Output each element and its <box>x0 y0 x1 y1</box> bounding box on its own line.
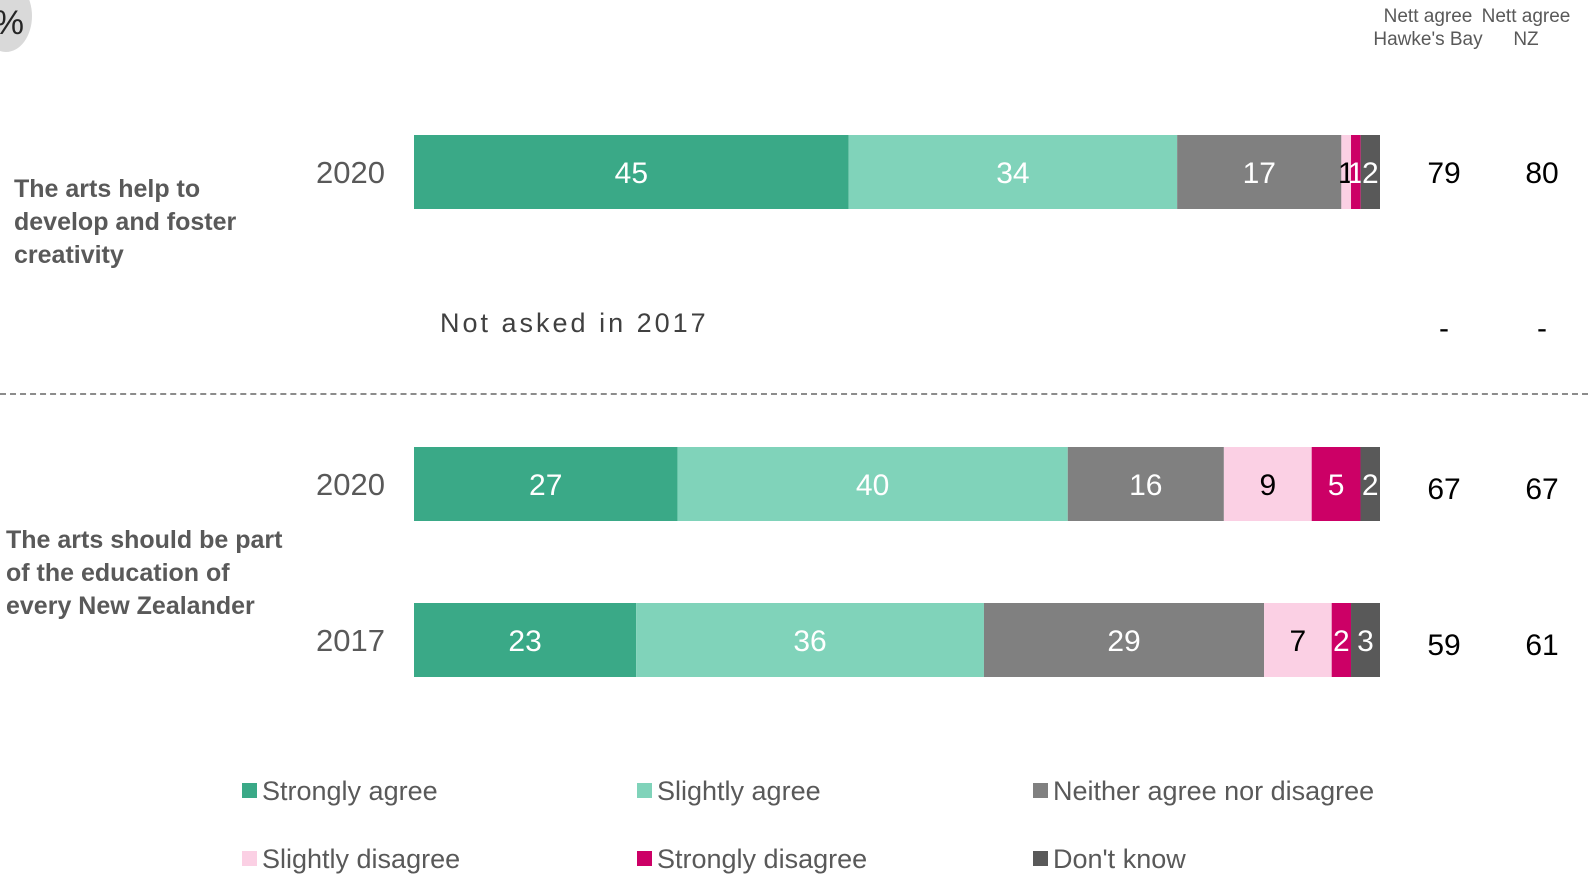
legend-item-slightly-disagree: Slightly disagree <box>242 844 460 875</box>
legend-swatch-don-t-know <box>1033 851 1048 866</box>
data-label-2020-don-t-know: 2 <box>1362 469 1379 502</box>
legend-item-strongly-disagree: Strongly disagree <box>637 844 867 875</box>
bar-2020-strongly-disagree <box>1311 447 1361 521</box>
data-label-2017-don-t-know: 3 <box>1357 625 1374 658</box>
data-label-2020-strongly-agree: 45 <box>615 157 648 190</box>
nett-nz-2020: 67 <box>1525 473 1558 506</box>
legend-swatch-slightly-disagree <box>242 851 257 866</box>
data-label-2020-neither-agree-nor-disagree: 16 <box>1129 469 1162 502</box>
statement-education: The arts should be part of the education… <box>6 526 283 620</box>
legend-label-neither-agree-nor-disagree: Neither agree nor disagree <box>1053 776 1375 806</box>
data-label-2020-strongly-disagree: 1 <box>1348 157 1365 190</box>
nett-nz-dash: - <box>1537 312 1547 345</box>
year-label-2020: 2020 <box>316 467 385 502</box>
legend-label-don-t-know: Don't know <box>1053 844 1186 874</box>
bar-2020-slightly-agree <box>848 135 1178 209</box>
percent-badge-label: % <box>0 4 24 43</box>
bar-2020-don-t-know <box>1360 447 1380 521</box>
bar-2020-strongly-agree <box>414 135 849 209</box>
data-label-2020-slightly-agree: 40 <box>856 469 889 502</box>
legend-swatch-strongly-disagree <box>637 851 652 866</box>
legend-item-don-t-know: Don't know <box>1033 844 1186 875</box>
bar-2020-strongly-agree <box>414 447 678 521</box>
data-label-2017-strongly-disagree: 2 <box>1333 625 1350 658</box>
bar-2017-strongly-agree <box>414 603 637 677</box>
data-label-2020-strongly-disagree: 5 <box>1328 469 1345 502</box>
legend-label-slightly-disagree: Slightly disagree <box>262 844 461 874</box>
bar-2017-slightly-agree <box>636 603 984 677</box>
percent-badge: % <box>0 0 32 52</box>
bar-2017-strongly-disagree <box>1331 603 1352 677</box>
nett-hb-dash: - <box>1439 312 1449 345</box>
data-label-2017-slightly-agree: 36 <box>793 625 826 658</box>
bar-2020-strongly-disagree <box>1351 135 1361 209</box>
legend-item-strongly-agree: Strongly agree <box>242 776 438 807</box>
data-label-2017-neither-agree-nor-disagree: 29 <box>1107 625 1140 658</box>
bar-2017-slightly-disagree <box>1264 603 1332 677</box>
legend-label-strongly-agree: Strongly agree <box>262 776 438 806</box>
legend-item-neither-agree-nor-disagree: Neither agree nor disagree <box>1033 776 1374 807</box>
bar-2017-don-t-know <box>1351 603 1380 677</box>
bar-2020-don-t-know <box>1360 135 1380 209</box>
legend-swatch-slightly-agree <box>637 783 652 798</box>
data-label-2017-slightly-disagree: 7 <box>1290 625 1307 658</box>
legend-label-slightly-agree: Slightly agree <box>657 776 821 806</box>
nett-hb-2020: 67 <box>1427 473 1460 506</box>
nett-nz-2017: 61 <box>1525 629 1558 662</box>
nett-hb-2017: 59 <box>1427 629 1460 662</box>
data-label-2020-slightly-disagree: 1 <box>1338 157 1355 190</box>
data-label-2020-strongly-agree: 27 <box>529 469 562 502</box>
data-label-2017-strongly-agree: 23 <box>508 625 541 658</box>
column-header-hawkes-bay: Nett agree Hawke's Bay <box>1373 6 1483 50</box>
data-label-2020-neither-agree-nor-disagree: 17 <box>1243 157 1276 190</box>
bar-2017-neither-agree-nor-disagree <box>983 603 1265 677</box>
bar-2020-slightly-disagree <box>1223 447 1312 521</box>
section-divider <box>0 393 1588 395</box>
nett-hb-2020: 79 <box>1427 157 1460 190</box>
bar-2020-slightly-agree <box>677 447 1068 521</box>
data-label-2020-slightly-agree: 34 <box>996 157 1029 190</box>
year-label-2017: 2017 <box>316 623 385 658</box>
data-label-2020-slightly-disagree: 9 <box>1259 469 1276 502</box>
bar-2020-slightly-disagree <box>1341 135 1352 209</box>
column-header-nz: Nett agree NZ <box>1481 6 1571 50</box>
legend-label-strongly-disagree: Strongly disagree <box>657 844 868 874</box>
legend-swatch-neither-agree-nor-disagree <box>1033 783 1048 798</box>
data-label-2020-don-t-know: 2 <box>1362 157 1379 190</box>
bar-2020-neither-agree-nor-disagree <box>1177 135 1342 209</box>
legend-item-slightly-agree: Slightly agree <box>637 776 821 807</box>
statement-creativity: The arts help to develop and foster crea… <box>14 175 237 269</box>
not-asked-note: Not asked in 2017 <box>440 308 709 338</box>
bar-2020-neither-agree-nor-disagree <box>1067 447 1224 521</box>
legend-swatch-strongly-agree <box>242 783 257 798</box>
year-label-2020: 2020 <box>316 155 385 190</box>
nett-nz-2020: 80 <box>1525 157 1558 190</box>
